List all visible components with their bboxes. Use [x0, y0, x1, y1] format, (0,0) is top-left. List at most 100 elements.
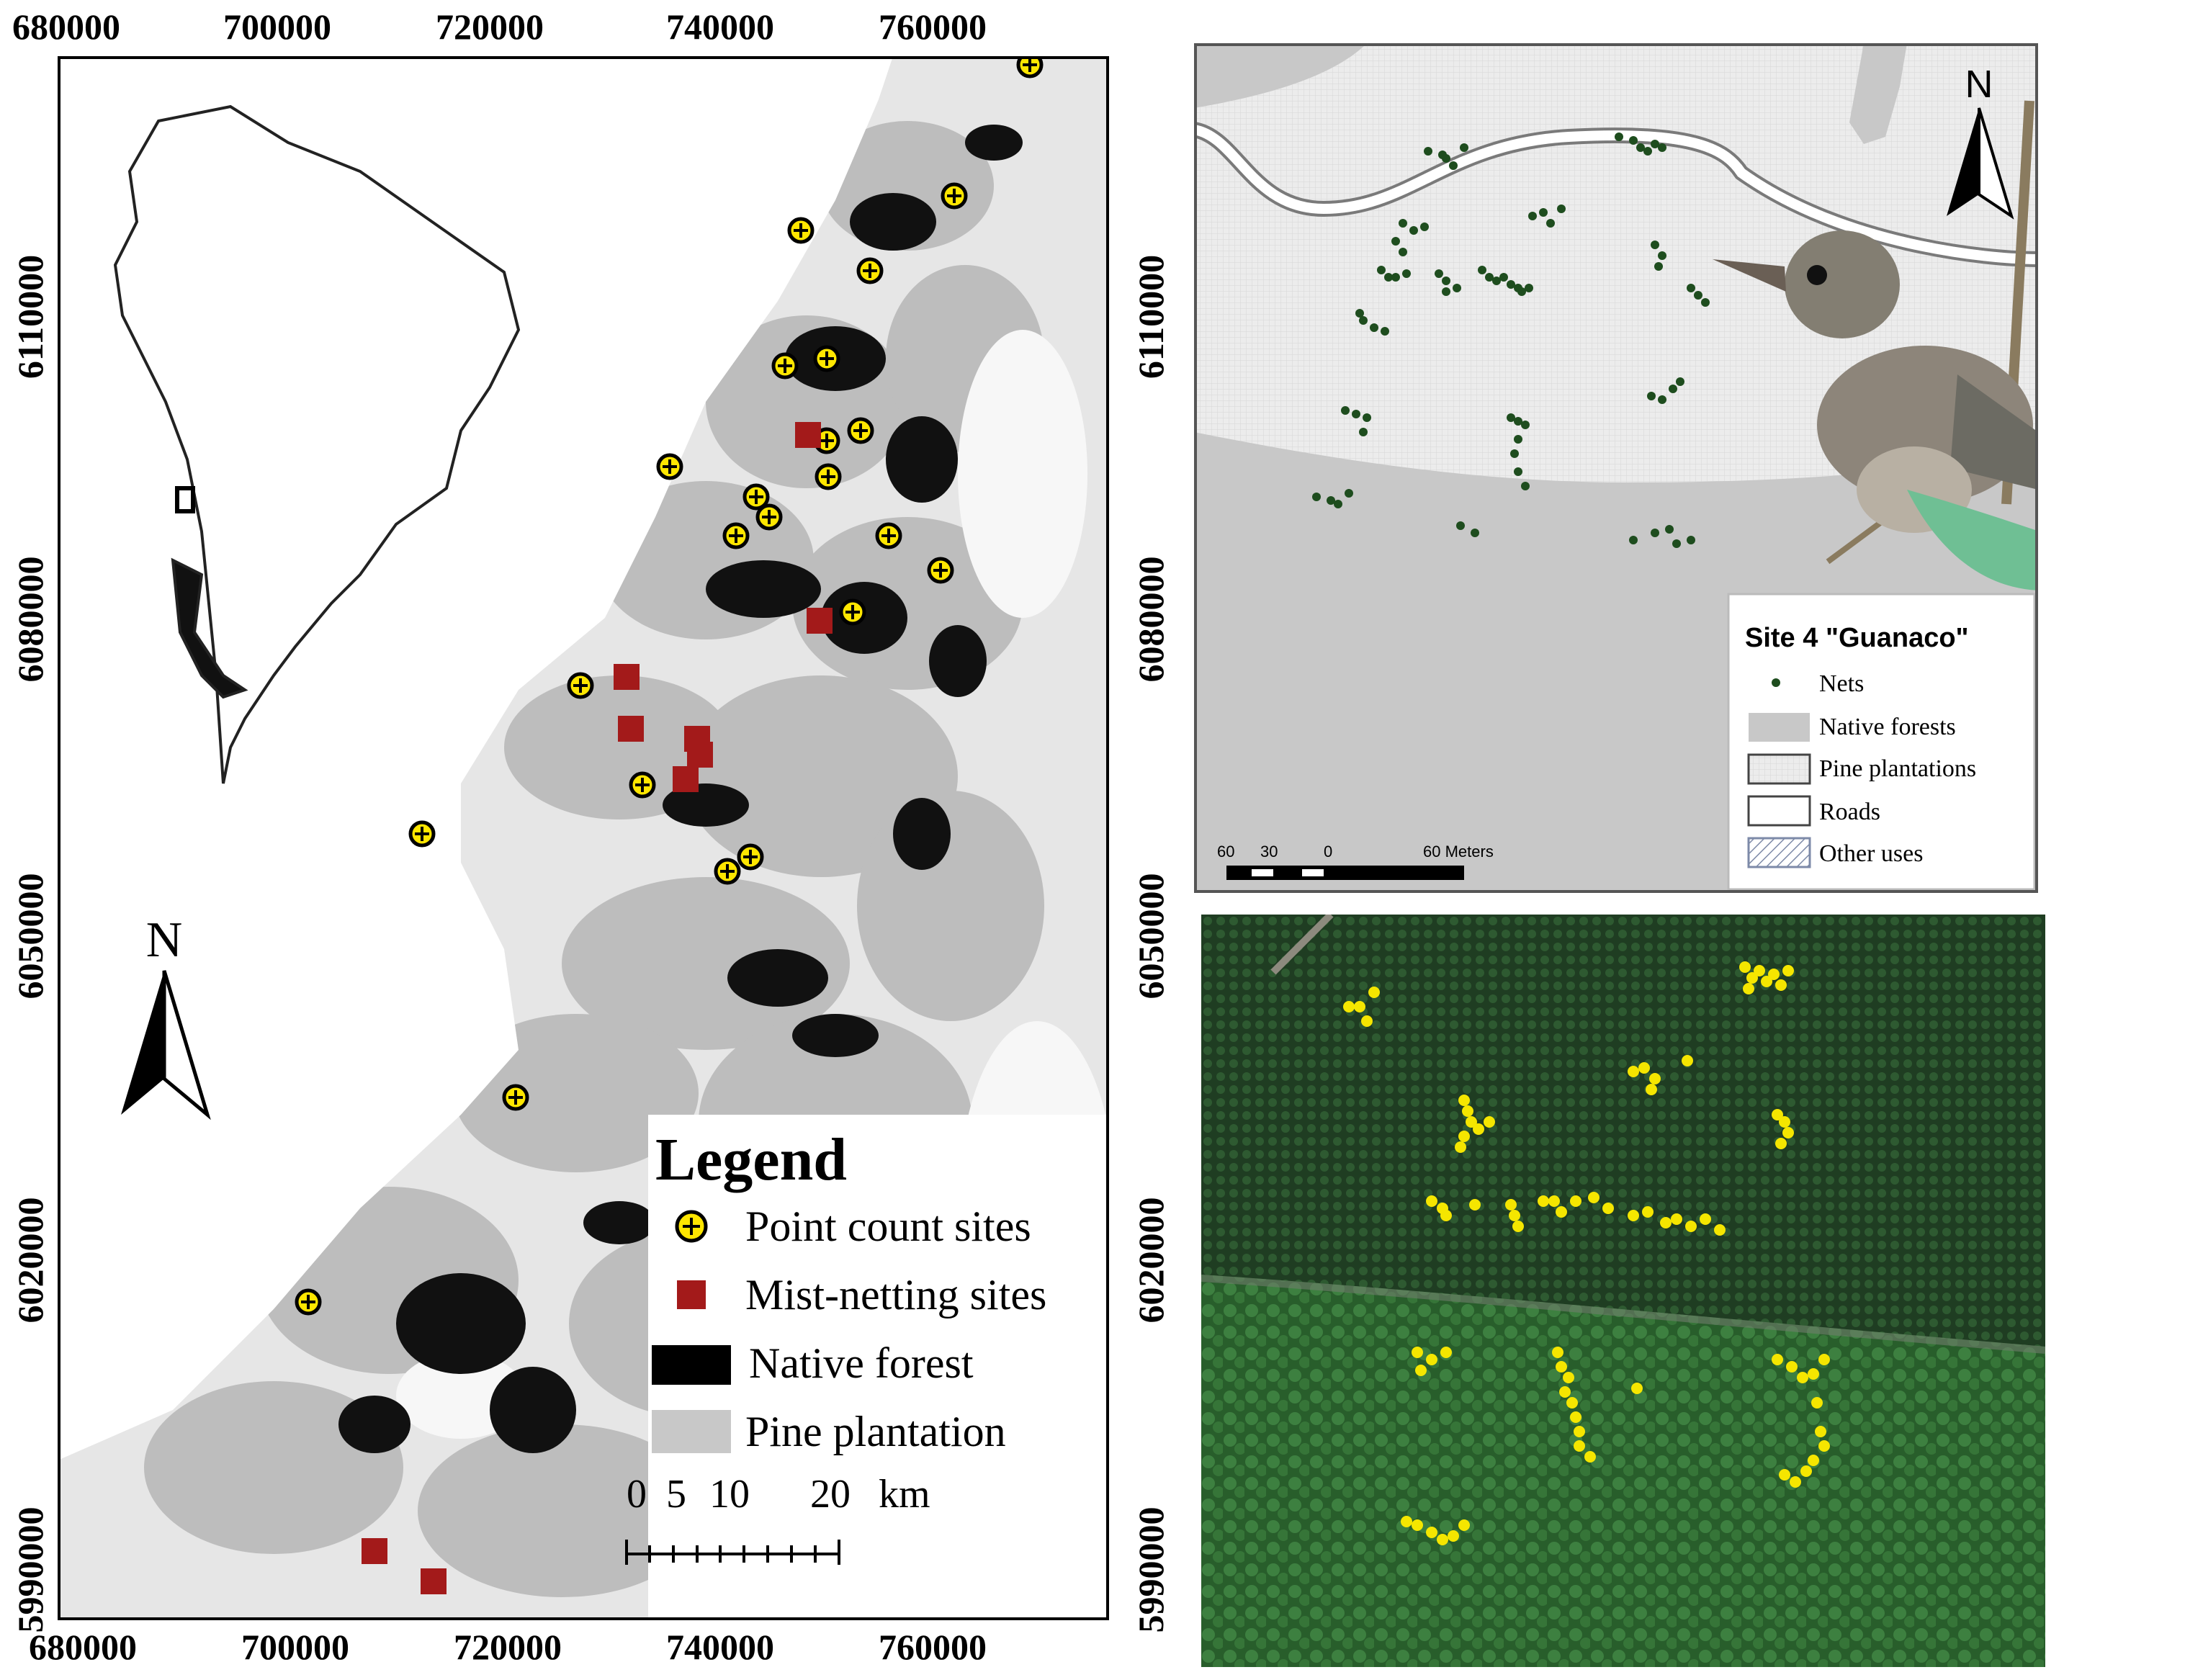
y-tick-right-0: 6110000	[1131, 254, 1171, 379]
aerial-net-79	[1448, 1530, 1459, 1542]
net-49	[1363, 413, 1371, 422]
net-7	[1636, 143, 1645, 152]
net-33	[1485, 273, 1494, 282]
net-44	[1687, 284, 1695, 292]
site-legend-title: Site 4 "Guanaco"	[1745, 623, 1969, 653]
y-tick-left-1: 6080000	[10, 556, 50, 683]
legend-item-native: Native forest	[652, 1339, 974, 1387]
aerial-net-48	[1714, 1224, 1726, 1236]
svg-text:20: 20	[810, 1472, 851, 1517]
aerial-net-14	[1638, 1062, 1650, 1074]
aerial-net-67	[1818, 1354, 1830, 1365]
net-21	[1651, 241, 1659, 249]
net-72	[1687, 536, 1695, 544]
net-32	[1478, 266, 1486, 274]
point-count-site-2	[941, 182, 968, 210]
aerial-net-2	[1354, 1001, 1365, 1012]
point-count-site-13	[755, 503, 783, 531]
pine-plantations-swatch-icon	[1747, 753, 1811, 785]
net-70	[1665, 525, 1674, 534]
aerial-net-80	[1458, 1519, 1470, 1531]
net-58	[1647, 392, 1656, 400]
aerial-net-11	[1782, 965, 1794, 976]
net-29	[1442, 277, 1450, 285]
svg-text:5: 5	[666, 1472, 686, 1517]
aerial-net-63	[1772, 1354, 1783, 1365]
point-count-site-3	[787, 217, 815, 244]
bird-photo	[1713, 100, 2038, 590]
svg-text:km: km	[879, 1472, 930, 1517]
net-41	[1359, 316, 1368, 325]
aerial-net-26	[1779, 1116, 1790, 1128]
net-67	[1471, 529, 1479, 537]
svg-text:Other uses: Other uses	[1819, 840, 1923, 867]
point-count-site-14	[875, 522, 902, 549]
aerial-net-56	[1559, 1386, 1571, 1398]
net-23	[1654, 262, 1663, 271]
point-count-site-9	[656, 453, 683, 480]
net-30	[1442, 287, 1450, 296]
legend-item-mist-net: Mist-netting sites	[677, 1271, 1046, 1319]
svg-text:60 Meters: 60 Meters	[1423, 843, 1494, 861]
aerial-net-31	[1440, 1210, 1452, 1221]
aerial-net-40	[1588, 1192, 1599, 1203]
x-tick-bottom-4: 760000	[879, 1627, 987, 1667]
aerial-net-33	[1505, 1199, 1517, 1210]
net-19	[1391, 237, 1400, 246]
scalebar: 0 5 10 20 km	[625, 1472, 930, 1565]
aerial-net-47	[1700, 1213, 1711, 1225]
net-24	[1377, 266, 1386, 274]
point-count-site-12	[722, 522, 750, 549]
net-6	[1629, 136, 1638, 145]
point-count-site-7	[847, 417, 874, 444]
net-63	[1327, 496, 1335, 505]
site-scalebar: 60 30 0 60 Meters	[1217, 843, 1494, 880]
main-map: 680000 700000 720000 740000 760000 68000…	[10, 6, 1171, 1667]
mist-netting-site-4	[618, 716, 644, 742]
legend-item-pine: Pine plantation	[652, 1408, 1006, 1455]
net-43	[1381, 327, 1389, 336]
aerial-net-23	[1455, 1141, 1466, 1153]
point-count-site-22	[502, 1084, 529, 1111]
net-18	[1420, 223, 1429, 231]
aerial-net-55	[1563, 1372, 1574, 1383]
net-38	[1517, 287, 1526, 296]
point-count-sites	[295, 56, 1044, 1316]
svg-text:Roads: Roads	[1819, 799, 1880, 825]
aerial-net-73	[1790, 1476, 1801, 1488]
net-56	[1514, 467, 1522, 476]
aerial-net-69	[1815, 1426, 1826, 1437]
net-14	[1546, 219, 1555, 228]
net-61	[1676, 377, 1684, 386]
aerial-net-61	[1584, 1451, 1596, 1463]
net-51	[1507, 413, 1515, 422]
point-count-site-21	[714, 858, 741, 885]
net-8	[1643, 147, 1652, 156]
net-40	[1355, 309, 1364, 318]
y-tick-right-4: 5990000	[1131, 1506, 1171, 1633]
net-64	[1334, 500, 1342, 508]
net-12	[1528, 212, 1537, 220]
net-4	[1460, 143, 1468, 152]
aerial-net-34	[1509, 1210, 1520, 1221]
mist-netting-sites	[362, 422, 833, 1594]
net-45	[1694, 291, 1702, 300]
aerial-photo	[1201, 915, 2045, 1667]
aerial-net-8	[1761, 976, 1772, 987]
svg-text:Point count sites: Point count sites	[745, 1203, 1031, 1250]
net-34	[1492, 277, 1501, 285]
native-forest-swatch-icon	[652, 1345, 731, 1385]
aerial-net-68	[1811, 1397, 1823, 1409]
aerial-net-58	[1570, 1411, 1581, 1423]
net-52	[1514, 417, 1522, 426]
aerial-net-36	[1538, 1195, 1549, 1207]
net-68	[1629, 536, 1638, 544]
point-count-site-4	[856, 257, 884, 284]
aerial-net-57	[1566, 1397, 1578, 1409]
aerial-net-72	[1800, 1465, 1812, 1477]
mist-netting-site-2	[807, 608, 833, 634]
site-map-nets	[1312, 132, 1710, 548]
point-count-site-6	[813, 345, 840, 372]
aerial-net-54	[1556, 1361, 1567, 1373]
point-count-site-20	[737, 843, 764, 871]
